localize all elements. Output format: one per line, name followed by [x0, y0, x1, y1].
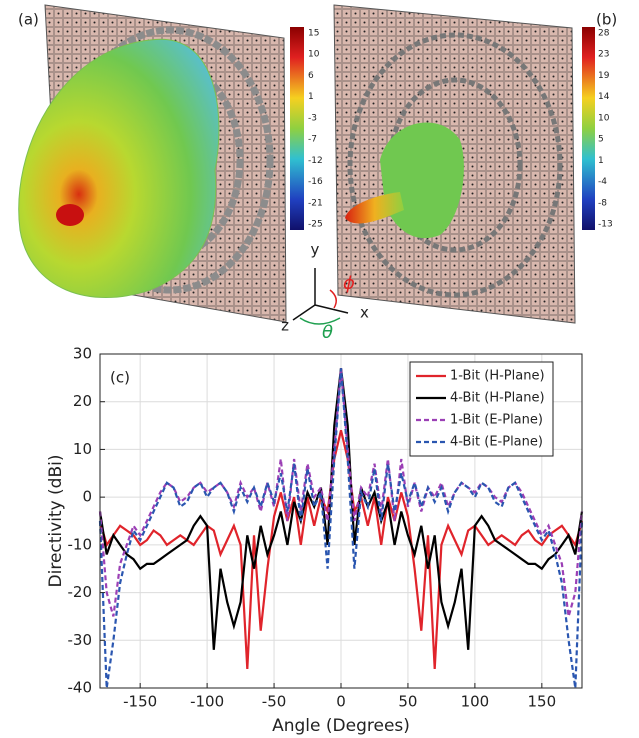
axis-x: x: [360, 304, 369, 322]
panel-label: (c): [110, 369, 130, 387]
legend-label: 1-Bit (H-Plane): [450, 369, 545, 384]
y-tick-label: 20: [73, 392, 92, 410]
colorbar-tick-label: 19: [598, 71, 610, 81]
main-beam-a: [56, 204, 84, 226]
y-tick-label: -40: [68, 679, 93, 697]
series-line: [98, 368, 584, 689]
colorbar-tick-label: -13: [598, 220, 613, 230]
axis-z: z: [281, 317, 289, 335]
y-tick-label: -30: [68, 631, 93, 649]
colorbar-tick-label: -3: [308, 113, 317, 123]
triad: [292, 268, 349, 325]
colorbar-a: [290, 27, 304, 230]
phi: ϕ: [343, 273, 355, 294]
colorbar-b: [582, 27, 595, 230]
x-arrow: [314, 304, 349, 314]
y-axis-label: Directivity (dBi): [46, 455, 66, 588]
plot-frame: [99, 353, 583, 689]
x-tick-label: 50: [398, 693, 417, 711]
x-axis-label: Angle (Degrees): [272, 716, 410, 736]
colorbar-tick-label: -8: [598, 198, 607, 208]
legend-label: 4-Bit (E-Plane): [450, 435, 543, 450]
z-arrow: [292, 304, 316, 321]
colorbar-tick-label: 15: [308, 29, 319, 39]
panel-label: (b): [596, 11, 617, 29]
y-tick-label: -20: [68, 583, 93, 601]
y-tick-label: 30: [73, 345, 92, 363]
main-beam-b: [345, 192, 404, 224]
colorbar-tick-label: -21: [308, 198, 323, 208]
colorbar-tick-label: 10: [598, 113, 610, 123]
y-tick-label: 10: [73, 440, 92, 458]
series-line: [98, 430, 584, 669]
colorbar-tick-label: 6: [308, 71, 314, 81]
colorbar-tick-label: 10: [308, 50, 320, 60]
colorbar-tick-label: -16: [308, 177, 323, 187]
y-tick-label: -10: [68, 535, 93, 553]
panel-b: (b): [333, 4, 617, 324]
x-tick-label: -150: [123, 693, 157, 711]
legend: [409, 361, 554, 457]
legend-label: 1-Bit (E-Plane): [450, 413, 543, 428]
phi-arc: [329, 289, 337, 309]
theta: θ: [322, 322, 333, 343]
colorbar-tick-label: 23: [598, 50, 609, 60]
x-tick-label: -100: [190, 693, 224, 711]
colorbar-tick-label: 1: [598, 156, 604, 166]
axis-y: y: [311, 241, 320, 259]
x-tick-label: 0: [336, 693, 346, 711]
panel-a: (a): [18, 4, 304, 323]
colorbar-tick-label: 1: [308, 92, 314, 102]
colorbar-tick-label: -4: [598, 177, 607, 187]
colorbar-tick-label: -12: [308, 156, 323, 166]
x-tick-label: 100: [461, 693, 490, 711]
legend-label: 4-Bit (H-Plane): [450, 391, 545, 406]
x-tick-label: 150: [528, 693, 557, 711]
theta-arc: [299, 317, 341, 325]
x-tick-label: -50: [262, 693, 287, 711]
colorbar-tick-label: 28: [598, 29, 610, 39]
panel-label: (a): [18, 11, 39, 29]
colorbar-tick-label: -7: [308, 135, 317, 145]
colorbar-tick-label: 14: [598, 92, 610, 102]
pattern-3d-a: [18, 38, 220, 298]
colorbar-tick-label: 5: [598, 135, 604, 145]
y-tick-label: 0: [82, 488, 92, 506]
colorbar-tick-label: -25: [308, 220, 323, 230]
